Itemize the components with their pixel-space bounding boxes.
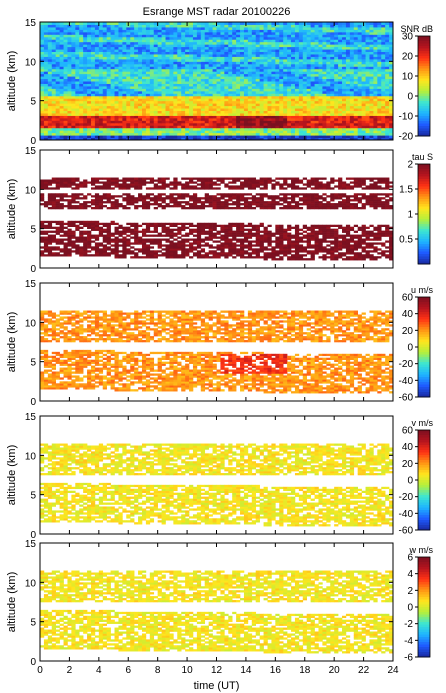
colorbar-tick-label: 2 (407, 586, 413, 597)
panel-tau: 0 5 10 15 altitude (km) 2 1.5 1 0.5 tau S (6, 146, 433, 275)
colorbar-tick-label: 0 (407, 92, 413, 103)
heatmap-u (40, 310, 393, 394)
x-tick-label: 18 (299, 665, 311, 676)
colorbar-tick-label: -60 (399, 526, 414, 537)
colorbar-tick-label: 0 (407, 603, 413, 614)
colorbar-tick-label: 20 (402, 52, 414, 63)
x-axis-label: time (UT) (194, 680, 240, 692)
y-tick-label: 0 (30, 264, 36, 275)
colorbar-v: 60 40 20 0 -20 -40 -60 v m/s (399, 418, 434, 537)
colorbar-tick-label: 20 (402, 459, 414, 470)
colorbar-tick-label: 2 (407, 160, 413, 171)
colorbar-tick-label: 30 (402, 32, 414, 43)
colorbar-tau: 2 1.5 1 0.5 tau S (399, 152, 433, 265)
y-tick-label: 0 (30, 136, 36, 147)
x-tick-label: 4 (96, 665, 102, 676)
heatmap-tau (40, 177, 393, 261)
y-tick-label: 10 (25, 57, 37, 68)
colorbar-label: w m/s (409, 545, 434, 555)
colorbar-tick-label: 60 (402, 426, 414, 437)
heatmap-snr (40, 22, 393, 140)
colorbar-tick-label: 20 (402, 326, 414, 337)
y-tick-label: 10 (25, 451, 37, 462)
colorbar-tick-label: 40 (402, 309, 414, 320)
colorbar-label: u m/s (411, 285, 434, 295)
x-tick-label: 6 (125, 665, 131, 676)
y-tick-label: 10 (25, 578, 37, 589)
colorbar-tick-label: -6 (404, 653, 413, 664)
colorbar-tick-label: 60 (402, 293, 414, 304)
heatmap-w (40, 570, 393, 654)
y-axis-label: altitude (km) (6, 312, 18, 373)
colorbar-tick-label: -20 (399, 492, 414, 503)
x-tick-label: 12 (211, 665, 223, 676)
x-tick-label: 10 (182, 665, 194, 676)
colorbar-tick-label: -60 (399, 393, 414, 404)
colorbar-tick-label: -10 (399, 112, 414, 123)
x-tick-label: 16 (270, 665, 282, 676)
y-tick-label: 15 (25, 539, 37, 550)
y-tick-label: 5 (30, 97, 36, 108)
colorbar-tick-label: -40 (399, 509, 414, 520)
y-tick-label: 5 (30, 491, 36, 502)
colorbar-label: v m/s (412, 418, 434, 428)
y-tick-label: 10 (25, 318, 37, 329)
y-tick-label: 10 (25, 185, 37, 196)
colorbar-tick-label: 10 (402, 72, 414, 83)
y-tick-label: 0 (30, 530, 36, 541)
y-tick-label: 5 (30, 358, 36, 369)
y-tick-label: 15 (25, 412, 37, 423)
y-axis-label: altitude (km) (6, 179, 18, 240)
heatmap-v (40, 443, 393, 527)
colorbar-tick-label: 0 (407, 343, 413, 354)
colorbar-u: 60 40 20 0 -20 -40 -60 u m/s (399, 285, 434, 404)
x-tick-label: 8 (155, 665, 161, 676)
y-tick-label: 0 (30, 657, 36, 668)
panel-u: 0 5 10 15 altitude (km) 60 40 20 0 -20 -40 -60 u m/s (6, 279, 433, 408)
colorbar-tick-label: 40 (402, 442, 414, 453)
colorbar-tick-label: -2 (404, 619, 413, 630)
colorbar-label: SNR dB (400, 24, 433, 34)
y-axis-label: altitude (km) (6, 445, 18, 506)
colorbar-label: tau S (412, 152, 433, 162)
x-tick-label: 24 (387, 665, 399, 676)
colorbar-frame (417, 35, 431, 137)
panel-snr: 0 5 10 15 altitude (km) 30 20 10 0 -10 -20 SNR dB (6, 18, 433, 147)
y-tick-label: 0 (30, 397, 36, 408)
y-tick-label: 5 (30, 618, 36, 629)
x-tick-label: 20 (329, 665, 341, 676)
x-tick-label: 2 (67, 665, 73, 676)
colorbar-tick-label: 4 (407, 569, 413, 580)
colorbar-snr: 30 20 10 0 -10 -20 SNR dB (399, 24, 433, 143)
colorbar-w: 6 4 2 0 -2 -4 -6 w m/s (404, 545, 433, 664)
colorbar-tick-label: -20 (399, 132, 414, 143)
colorbar-tick-label: 0.5 (399, 235, 413, 246)
y-tick-label: 15 (25, 18, 37, 29)
y-axis-label: altitude (km) (6, 51, 18, 112)
colorbar-tick-label: -4 (404, 636, 413, 647)
y-axis-label: altitude (km) (6, 572, 18, 633)
x-tick-label: 14 (240, 665, 252, 676)
colorbar-tick-label: -40 (399, 376, 414, 387)
panel-v: 0 5 10 15 altitude (km) 60 40 20 0 -20 -40 -60 v m/s (6, 412, 433, 541)
y-tick-label: 5 (30, 225, 36, 236)
colorbar-tick-label: 6 (407, 553, 413, 564)
colorbar-tick-label: 0 (407, 476, 413, 487)
x-tick-label: 22 (358, 665, 370, 676)
x-tick-label: 0 (37, 665, 43, 676)
y-tick-label: 15 (25, 146, 37, 157)
y-tick-label: 15 (25, 279, 37, 290)
figure-title: Esrange MST radar 20100226 (143, 6, 291, 18)
colorbar-tick-label: -20 (399, 359, 414, 370)
colorbar-tick-label: 1 (407, 210, 413, 221)
colorbar-tick-label: 1.5 (399, 185, 413, 196)
